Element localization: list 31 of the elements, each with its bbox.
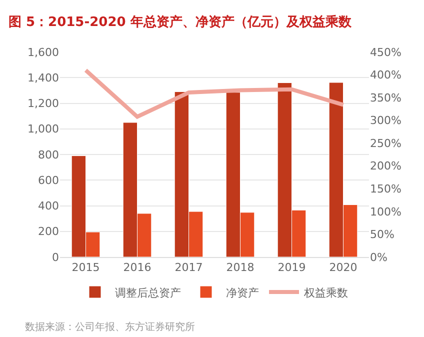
x-tick-label: 2019 [278,261,306,274]
y2-tick-label: 450% [370,46,402,59]
y2-tick-label: 350% [370,91,402,104]
legend-label: 权益乘数 [303,286,348,300]
line-series [84,68,346,119]
x-tick-label: 2016 [123,261,152,274]
y2-tick-label: 400% [370,68,402,82]
y-tick-label: 600 [38,174,59,187]
legend-label: 净资产 [226,286,259,300]
source-note: 数据来源：公司年报、东方证券研究所 [25,321,195,333]
y2-tick-label: 200% [370,160,402,173]
y-tick-label: 200 [38,225,59,238]
y2-tick-label: 300% [370,114,402,128]
y2-tick-label: 50% [370,228,394,242]
y-tick-label: 1,400 [28,71,59,84]
y2-tick-label: 150% [370,182,402,196]
y-tick-label: 0 [52,250,59,264]
y-tick-label: 1,600 [28,46,59,59]
y2-tick-label: 100% [370,205,402,218]
y-tick-label: 800 [38,148,59,162]
x-tick-label: 2015 [72,261,100,274]
x-tick-label: 2018 [226,261,254,274]
y-tick-label: 400 [38,200,59,213]
x-tick-label: 2020 [329,261,358,274]
x-tick-label: 2017 [174,261,203,274]
y-tick-label: 1,000 [28,122,59,136]
chart-title: 图 5：2015-2020 年总资产、净资产（亿元）及权益乘数 [8,14,352,30]
legend-label: 调整后总资产 [115,286,181,300]
y-tick-label: 1,200 [28,97,59,110]
y2-tick-label: 0% [370,250,388,264]
y2-tick-label: 250% [370,136,402,150]
